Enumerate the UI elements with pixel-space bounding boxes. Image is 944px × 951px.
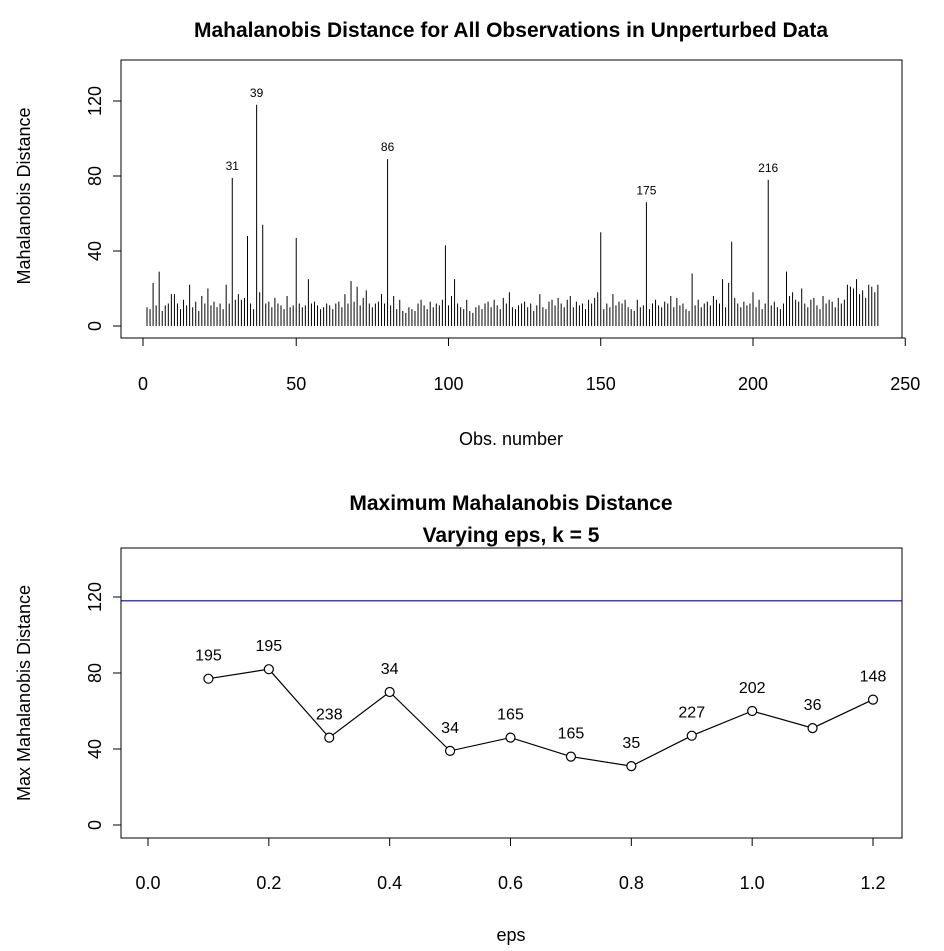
data-point	[505, 732, 516, 743]
x-tick-label: 0.0	[135, 873, 160, 893]
panel2-x-axis: 0.0 0.2 0.4 0.6 0.8 1.0 1.2	[135, 837, 886, 893]
y-tick-label: 40	[85, 241, 105, 261]
panel1-bars	[146, 104, 879, 326]
y-tick-label: 80	[85, 166, 105, 186]
point-label: 34	[381, 661, 399, 678]
x-tick-label: 0.4	[377, 873, 402, 893]
obs-label: 86	[381, 140, 395, 154]
x-tick-label: 0.8	[619, 873, 644, 893]
point-label: 165	[497, 707, 524, 724]
y-tick-label: 40	[85, 739, 105, 759]
panel1-annotations: 31 39 86 175 216	[226, 86, 779, 198]
data-point	[263, 664, 274, 675]
panel1-x-axis: 0 50 100 150 200 250	[138, 337, 920, 394]
mahalanobis-all-panel: Mahalanobis Distance for All Observation…	[14, 19, 920, 449]
panel2-title: Maximum Mahalanobis Distance	[349, 492, 672, 515]
y-tick-label: 0	[85, 321, 105, 331]
panel2-series-line	[208, 668, 874, 767]
x-tick-label: 50	[286, 374, 306, 394]
max-mahalanobis-panel: Maximum Mahalanobis Distance Varying eps…	[14, 492, 903, 945]
panel2-y-label: Max Mahalanobis Distance	[14, 585, 34, 801]
y-tick-label: 0	[85, 820, 105, 830]
data-point	[626, 760, 637, 772]
panel1-y-axis: 0 40 80 120	[85, 86, 122, 331]
x-tick-label: 0.2	[256, 873, 281, 893]
obs-label: 31	[226, 159, 240, 173]
panel2-point-labels: 195 195 238 34 34 165 165 35 227 202 36 148	[195, 638, 886, 752]
point-label: 36	[804, 697, 822, 714]
obs-label: 216	[758, 161, 778, 175]
panel1-title: Mahalanobis Distance for All Observation…	[194, 19, 828, 42]
data-point	[686, 730, 697, 741]
data-point	[444, 745, 456, 757]
x-tick-label: 100	[433, 374, 463, 394]
point-label: 195	[195, 648, 222, 665]
x-tick-label: 250	[890, 374, 920, 394]
data-point	[324, 732, 335, 743]
panel2-y-axis: 0 40 80 120	[85, 582, 122, 830]
y-tick-label: 120	[85, 86, 105, 116]
x-tick-label: 0	[138, 374, 148, 394]
point-label: 148	[860, 669, 887, 686]
panel2-subtitle: Varying eps, k = 5	[423, 524, 600, 547]
obs-label: 39	[250, 86, 264, 100]
panel2-plot-frame	[120, 547, 903, 839]
point-label: 34	[441, 720, 459, 737]
point-label: 165	[558, 726, 585, 743]
point-label: 195	[255, 638, 282, 655]
y-tick-label: 80	[85, 663, 105, 683]
data-point	[203, 673, 214, 684]
panel1-x-label: Obs. number	[459, 429, 563, 449]
x-tick-label: 1.2	[860, 873, 885, 893]
x-tick-label: 150	[586, 374, 616, 394]
x-tick-label: 1.0	[740, 873, 765, 893]
point-label: 35	[622, 735, 640, 752]
panel2-x-label: eps	[496, 925, 525, 945]
data-point	[747, 705, 758, 717]
x-tick-label: 200	[738, 374, 768, 394]
point-label: 238	[316, 707, 343, 724]
y-tick-label: 120	[85, 582, 105, 612]
obs-label: 175	[636, 183, 656, 197]
panel2-points	[203, 664, 879, 772]
data-point	[565, 751, 577, 762]
data-point	[384, 686, 395, 698]
point-label: 202	[739, 680, 766, 697]
data-point	[807, 722, 818, 734]
data-point	[867, 694, 879, 705]
point-label: 227	[678, 705, 705, 722]
x-tick-label: 0.6	[498, 873, 523, 893]
panel1-y-label: Mahalanobis Distance	[14, 107, 34, 284]
